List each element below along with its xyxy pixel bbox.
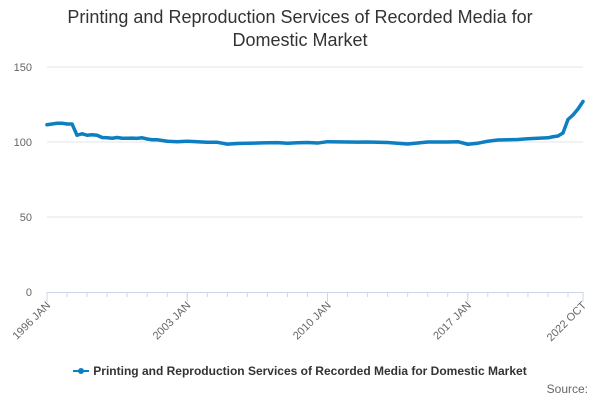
data-point[interactable] — [55, 121, 59, 125]
data-point[interactable] — [235, 141, 239, 146]
x-tick-label-4: 2022 OCT — [545, 299, 590, 344]
data-point[interactable] — [315, 141, 320, 145]
x-tick-label-1: 2003 JAN — [151, 300, 194, 343]
data-point[interactable] — [466, 142, 470, 146]
data-point[interactable] — [185, 139, 189, 143]
data-point[interactable] — [506, 138, 510, 142]
x-tick-label-3: 2017 JAN — [431, 300, 474, 343]
data-point[interactable] — [436, 140, 440, 144]
chart-title-line-2: Domestic Market — [232, 30, 368, 50]
data-point[interactable] — [476, 141, 480, 145]
data-point[interactable] — [135, 136, 139, 140]
data-point[interactable] — [285, 141, 290, 145]
data-point[interactable] — [110, 136, 114, 140]
series-line-0[interactable] — [45, 99, 585, 146]
data-point[interactable] — [85, 133, 89, 137]
data-point[interactable] — [265, 141, 270, 145]
data-point[interactable] — [60, 121, 64, 125]
chart-title-line-1: Printing and Reproduction Services of Re… — [67, 7, 533, 27]
data-point[interactable] — [195, 140, 199, 144]
legend[interactable]: Printing and Reproduction Services of Re… — [0, 364, 600, 378]
data-point[interactable] — [426, 140, 430, 144]
data-point[interactable] — [546, 136, 550, 140]
data-point[interactable] — [295, 141, 300, 145]
data-point[interactable] — [325, 140, 330, 144]
data-point[interactable] — [551, 135, 555, 139]
data-point[interactable] — [275, 141, 280, 145]
data-point[interactable] — [215, 140, 219, 144]
data-point[interactable] — [50, 122, 54, 126]
data-point[interactable] — [305, 140, 310, 145]
series-layer — [45, 99, 585, 146]
y-tick-label-100: 100 — [14, 137, 32, 149]
data-point[interactable] — [416, 141, 420, 145]
y-tick-label-150: 150 — [14, 62, 32, 74]
data-point[interactable] — [396, 141, 400, 145]
data-point[interactable] — [150, 138, 154, 142]
data-point[interactable] — [556, 134, 560, 138]
data-point[interactable] — [80, 132, 84, 136]
data-point[interactable] — [526, 137, 530, 141]
data-point[interactable] — [90, 133, 94, 137]
data-point[interactable] — [65, 122, 69, 126]
data-point[interactable] — [355, 140, 360, 144]
data-point[interactable] — [571, 113, 575, 117]
data-point[interactable] — [536, 136, 540, 140]
data-point[interactable] — [105, 136, 109, 140]
data-point[interactable] — [376, 140, 380, 144]
data-point[interactable] — [165, 139, 169, 143]
source-label: Source: — [546, 382, 588, 396]
data-point[interactable] — [566, 117, 570, 122]
data-point[interactable] — [496, 138, 500, 142]
data-point[interactable] — [446, 140, 450, 144]
legend-swatch — [73, 366, 90, 376]
y-tick-label-50: 50 — [20, 212, 32, 224]
chart-title: Printing and Reproduction Services of Re… — [0, 6, 600, 52]
data-point[interactable] — [70, 122, 74, 126]
data-point[interactable] — [75, 133, 79, 137]
data-point[interactable] — [130, 136, 134, 140]
x-tick-label-0: 1996 JAN — [10, 300, 53, 343]
data-point[interactable] — [115, 135, 119, 140]
data-point[interactable] — [160, 138, 164, 143]
data-point[interactable] — [581, 99, 585, 104]
data-point[interactable] — [95, 133, 99, 137]
data-point[interactable] — [120, 136, 124, 140]
data-point[interactable] — [45, 123, 49, 127]
data-point[interactable] — [366, 140, 370, 144]
data-point[interactable] — [155, 138, 159, 142]
data-point[interactable] — [175, 140, 179, 144]
x-tick-label-2: 2010 JAN — [291, 300, 334, 343]
data-point[interactable] — [516, 137, 520, 142]
data-point[interactable] — [335, 140, 340, 144]
data-point[interactable] — [406, 142, 410, 146]
data-point[interactable] — [576, 107, 580, 111]
data-point[interactable] — [145, 137, 149, 141]
data-point[interactable] — [255, 141, 259, 145]
y-tick-label-0: 0 — [26, 287, 32, 299]
data-point[interactable] — [100, 135, 104, 140]
data-point[interactable] — [245, 141, 249, 145]
data-point[interactable] — [486, 139, 490, 143]
data-point[interactable] — [345, 140, 350, 144]
legend-label: Printing and Reproduction Services of Re… — [93, 364, 527, 378]
data-point[interactable] — [225, 142, 229, 146]
data-point[interactable] — [125, 136, 129, 140]
axis-layer: 0 50 100 150 1996 JAN 2003 JAN 2010 JAN 2017 JA… — [10, 62, 589, 344]
data-point[interactable] — [205, 140, 209, 144]
data-point[interactable] — [561, 131, 565, 135]
data-point[interactable] — [140, 136, 144, 140]
data-point[interactable] — [456, 140, 460, 144]
data-point[interactable] — [386, 140, 390, 145]
